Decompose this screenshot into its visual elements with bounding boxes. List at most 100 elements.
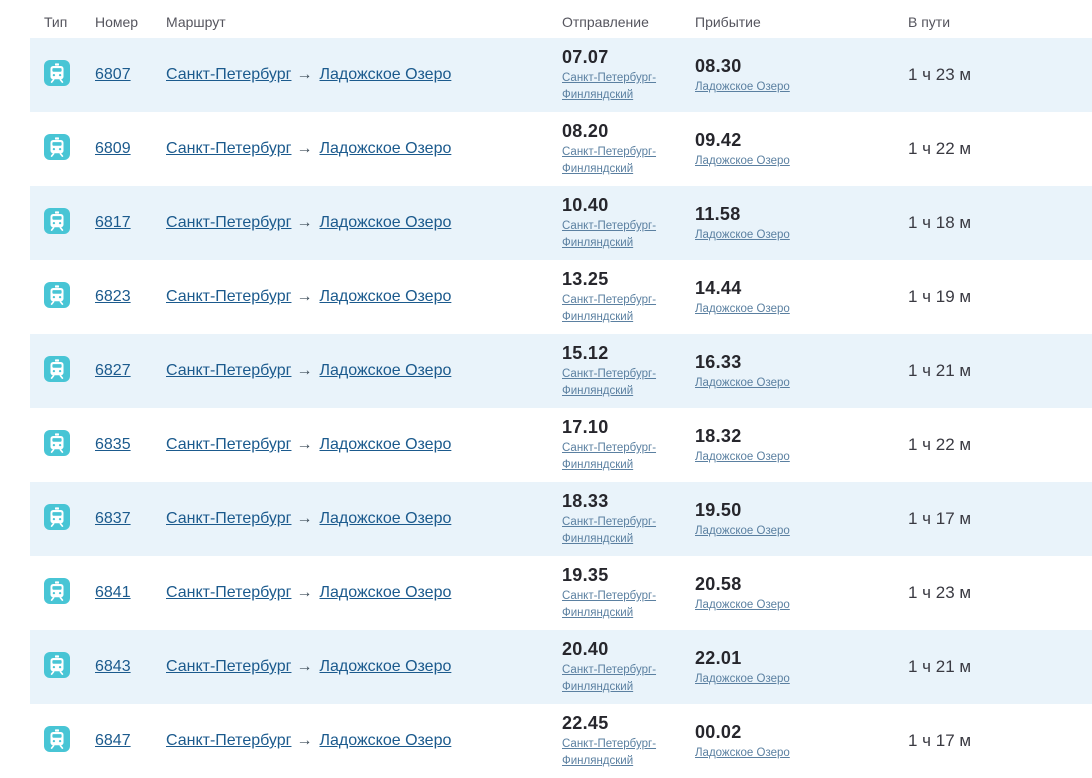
arrival-station-link[interactable]: Ладожское Озеро xyxy=(695,672,790,685)
train-number-link[interactable]: 6837 xyxy=(95,510,131,527)
train-number-link[interactable]: 6823 xyxy=(95,288,131,305)
arrival-time: 11.58 xyxy=(695,203,741,224)
route-from-link[interactable]: Санкт-Петербург xyxy=(166,288,292,305)
departure-time: 18.33 xyxy=(562,491,609,511)
table-row: 6841 Санкт-Петербург → Ладожское Озеро 1… xyxy=(30,556,1092,630)
route-arrow-icon: → xyxy=(296,288,313,305)
departure-cell: 15.12 Санкт-Петербург-Финляндский xyxy=(562,342,695,400)
route-to-link[interactable]: Ладожское Озеро xyxy=(319,510,452,527)
route-cell: Санкт-Петербург → Ладожское Озеро xyxy=(166,510,562,528)
route-to-link[interactable]: Ладожское Озеро xyxy=(319,436,452,453)
departure-station-link[interactable]: Санкт-Петербург-Финляндский xyxy=(562,368,657,397)
duration-text: 1 ч 17 м xyxy=(908,509,972,528)
train-type-cell xyxy=(30,133,95,165)
route-to-link[interactable]: Ладожское Озеро xyxy=(319,658,452,675)
arrival-station-link[interactable]: Ладожское Озеро xyxy=(695,598,790,611)
arrival-station-link[interactable]: Ладожское Озеро xyxy=(695,746,790,759)
departure-station-link[interactable]: Санкт-Петербург-Финляндский xyxy=(562,516,657,545)
arrival-time: 19.50 xyxy=(695,499,742,520)
train-type-cell xyxy=(30,651,95,683)
route-to-link[interactable]: Ладожское Озеро xyxy=(319,66,452,83)
route-to-link[interactable]: Ладожское Озеро xyxy=(319,288,452,305)
route-from-link[interactable]: Санкт-Петербург xyxy=(166,66,292,83)
departure-time: 19.35 xyxy=(562,565,609,585)
arrival-station-link[interactable]: Ладожское Озеро xyxy=(695,376,790,389)
arrival-cell: 20.58 Ладожское Озеро xyxy=(695,573,908,614)
departure-station-link[interactable]: Санкт-Петербург-Финляндский xyxy=(562,590,657,619)
departure-station-link[interactable]: Санкт-Петербург-Финляндский xyxy=(562,294,657,323)
suburban-train-icon xyxy=(44,503,70,530)
route-from-link[interactable]: Санкт-Петербург xyxy=(166,510,292,527)
departure-station-link[interactable]: Санкт-Петербург-Финляндский xyxy=(562,72,657,101)
train-type-cell xyxy=(30,207,95,239)
arrival-cell: 14.44 Ладожское Озеро xyxy=(695,277,908,318)
duration-cell: 1 ч 23 м xyxy=(908,583,1092,603)
column-header-arrival: Прибытие xyxy=(695,14,761,30)
departure-time: 15.12 xyxy=(562,343,609,363)
arrival-station-link[interactable]: Ладожское Озеро xyxy=(695,450,790,463)
departure-station-link[interactable]: Санкт-Петербург-Финляндский xyxy=(562,738,657,767)
arrival-time: 09.42 xyxy=(695,129,742,150)
arrival-station-link[interactable]: Ладожское Озеро xyxy=(695,154,790,167)
arrival-cell: 09.42 Ладожское Озеро xyxy=(695,129,908,170)
departure-station-link[interactable]: Санкт-Петербург-Финляндский xyxy=(562,442,657,471)
departure-cell: 17.10 Санкт-Петербург-Финляндский xyxy=(562,416,695,474)
route-to-link[interactable]: Ладожское Озеро xyxy=(319,140,452,157)
train-type-cell xyxy=(30,281,95,313)
departure-cell: 22.45 Санкт-Петербург-Финляндский xyxy=(562,712,695,770)
train-number-link[interactable]: 6827 xyxy=(95,362,131,379)
suburban-schedule-table: Тип Номер Маршрут Отправление Прибытие В… xyxy=(30,0,1092,778)
route-arrow-icon: → xyxy=(296,436,313,453)
table-body: 6807 Санкт-Петербург → Ладожское Озеро 0… xyxy=(30,38,1092,778)
route-to-link[interactable]: Ладожское Озеро xyxy=(319,584,452,601)
route-to-link[interactable]: Ладожское Озеро xyxy=(319,214,452,231)
departure-station-link[interactable]: Санкт-Петербург-Финляндский xyxy=(562,664,657,693)
departure-station-link[interactable]: Санкт-Петербург-Финляндский xyxy=(562,220,657,249)
route-cell: Санкт-Петербург → Ладожское Озеро xyxy=(166,436,562,454)
route-from-link[interactable]: Санкт-Петербург xyxy=(166,732,292,749)
train-number-link[interactable]: 6847 xyxy=(95,732,131,749)
train-number-link[interactable]: 6817 xyxy=(95,214,131,231)
train-number-link[interactable]: 6843 xyxy=(95,658,131,675)
column-header-type: Тип xyxy=(44,14,68,30)
suburban-train-icon xyxy=(44,133,70,160)
train-number-link[interactable]: 6807 xyxy=(95,66,131,83)
train-number-link[interactable]: 6835 xyxy=(95,436,131,453)
train-type-cell xyxy=(30,59,95,91)
departure-station-link[interactable]: Санкт-Петербург-Финляндский xyxy=(562,146,657,175)
duration-text: 1 ч 22 м xyxy=(908,139,972,158)
arrival-cell: 22.01 Ладожское Озеро xyxy=(695,647,908,688)
duration-cell: 1 ч 17 м xyxy=(908,509,1092,529)
arrival-station-link[interactable]: Ладожское Озеро xyxy=(695,524,790,537)
arrival-time: 14.44 xyxy=(695,277,742,298)
departure-time: 17.10 xyxy=(562,417,609,437)
route-from-link[interactable]: Санкт-Петербург xyxy=(166,658,292,675)
route-cell: Санкт-Петербург → Ладожское Озеро xyxy=(166,584,562,602)
arrival-station-link[interactable]: Ладожское Озеро xyxy=(695,228,790,241)
arrival-station-link[interactable]: Ладожское Озеро xyxy=(695,80,790,93)
route-to-link[interactable]: Ладожское Озеро xyxy=(319,732,452,749)
departure-cell: 18.33 Санкт-Петербург-Финляндский xyxy=(562,490,695,548)
arrival-cell: 19.50 Ладожское Озеро xyxy=(695,499,908,540)
route-from-link[interactable]: Санкт-Петербург xyxy=(166,436,292,453)
arrival-station-link[interactable]: Ладожское Озеро xyxy=(695,302,790,315)
route-to-link[interactable]: Ладожское Озеро xyxy=(319,362,452,379)
suburban-train-icon xyxy=(44,577,70,604)
route-from-link[interactable]: Санкт-Петербург xyxy=(166,140,292,157)
suburban-train-icon xyxy=(44,651,70,678)
departure-time: 20.40 xyxy=(562,639,609,659)
train-type-cell xyxy=(30,503,95,535)
train-number-cell: 6843 xyxy=(95,658,166,676)
route-from-link[interactable]: Санкт-Петербург xyxy=(166,214,292,231)
train-number-link[interactable]: 6809 xyxy=(95,140,131,157)
route-from-link[interactable]: Санкт-Петербург xyxy=(166,584,292,601)
train-number-cell: 6827 xyxy=(95,362,166,380)
train-number-link[interactable]: 6841 xyxy=(95,584,131,601)
suburban-train-icon xyxy=(44,207,70,234)
route-arrow-icon: → xyxy=(296,140,313,157)
arrival-cell: 18.32 Ладожское Озеро xyxy=(695,425,908,466)
route-from-link[interactable]: Санкт-Петербург xyxy=(166,362,292,379)
arrival-cell: 00.02 Ладожское Озеро xyxy=(695,721,908,762)
departure-time: 08.20 xyxy=(562,121,609,141)
duration-text: 1 ч 18 м xyxy=(908,213,972,232)
